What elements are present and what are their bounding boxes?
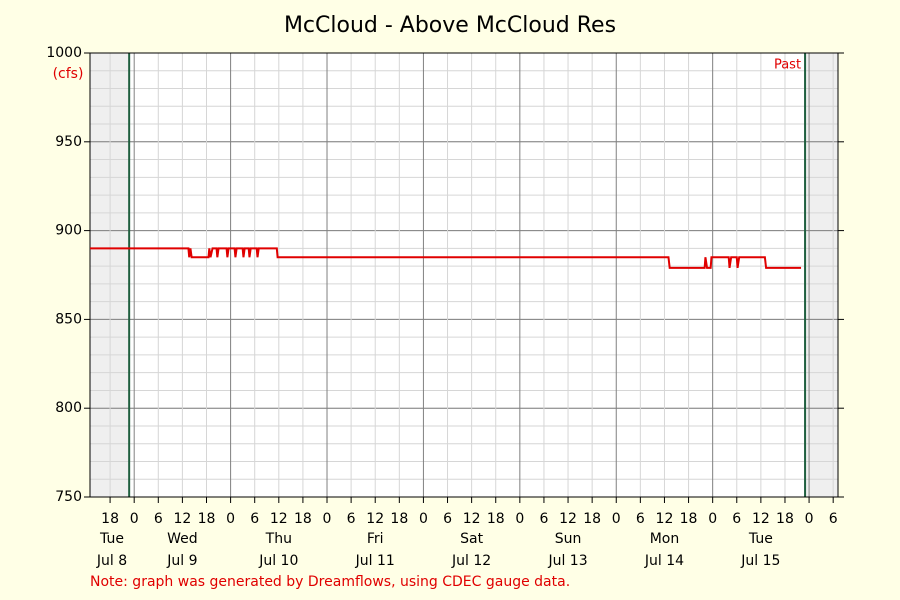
x-tick-label: 0 xyxy=(805,511,814,527)
x-tick-label: 12 xyxy=(559,511,577,527)
day-weekday: Sun xyxy=(555,531,582,547)
day-date: Jul 14 xyxy=(644,553,684,569)
x-tick-label: 18 xyxy=(101,511,119,527)
x-tick-label: 18 xyxy=(680,511,698,527)
day-weekday: Tue xyxy=(748,531,773,547)
x-tick-label: 6 xyxy=(636,511,645,527)
y-tick-label: 900 xyxy=(55,223,82,239)
x-tick-label: 0 xyxy=(130,511,139,527)
y-tick-label: 950 xyxy=(55,134,82,150)
x-tick-label: 18 xyxy=(487,511,505,527)
y-tick-label: 1000 xyxy=(46,45,82,61)
x-tick-label: 18 xyxy=(390,511,408,527)
x-tick-label: 6 xyxy=(539,511,548,527)
shaded-region xyxy=(805,53,838,497)
x-tick-label: 12 xyxy=(463,511,481,527)
plot-frame xyxy=(89,52,839,498)
x-tick-label: 12 xyxy=(752,511,770,527)
x-tick-label: 18 xyxy=(583,511,601,527)
line-series xyxy=(90,247,802,269)
x-tick-label: 0 xyxy=(419,511,428,527)
x-tick-label: 6 xyxy=(154,511,163,527)
x-tick-label: 12 xyxy=(656,511,674,527)
day-date: Jul 11 xyxy=(355,553,395,569)
y-tick-label: 850 xyxy=(55,311,82,327)
day-date: Jul 10 xyxy=(258,553,298,569)
x-tick-label: 0 xyxy=(708,511,717,527)
day-date: Jul 13 xyxy=(547,553,587,569)
day-weekday: Tue xyxy=(99,531,124,547)
day-weekday: Fri xyxy=(367,531,384,547)
day-weekday: Thu xyxy=(265,531,292,547)
day-date: Jul 15 xyxy=(740,553,780,569)
day-date: Jul 9 xyxy=(166,553,197,569)
x-tick-label: 12 xyxy=(270,511,288,527)
shaded-region xyxy=(90,53,130,497)
day-date: Jul 12 xyxy=(451,553,491,569)
note: Note: graph was generated by Dreamflows,… xyxy=(90,574,570,590)
day-weekday: Sat xyxy=(460,531,483,547)
chart-title: McCloud - Above McCloud Res xyxy=(284,13,616,38)
x-tick-label: 6 xyxy=(443,511,452,527)
plot-area xyxy=(90,53,838,497)
x-tick-label: 18 xyxy=(198,511,216,527)
x-tick-label: 6 xyxy=(829,511,838,527)
x-tick-label: 6 xyxy=(250,511,259,527)
x-tick-label: 0 xyxy=(612,511,621,527)
day-weekday: Wed xyxy=(167,531,198,547)
y-tick-label: 800 xyxy=(55,400,82,416)
day-weekday: Mon xyxy=(650,531,680,547)
x-tick-label: 12 xyxy=(366,511,384,527)
x-tick-label: 0 xyxy=(226,511,235,527)
y-tick-label: 750 xyxy=(55,489,82,505)
x-tick-label: 18 xyxy=(294,511,312,527)
annotation: Past xyxy=(774,58,801,73)
x-tick-label: 18 xyxy=(776,511,794,527)
x-tick-label: 6 xyxy=(347,511,356,527)
x-tick-label: 6 xyxy=(732,511,741,527)
x-tick-label: 0 xyxy=(515,511,524,527)
day-date: Jul 8 xyxy=(96,553,127,569)
x-tick-label: 0 xyxy=(323,511,332,527)
y-unit: (cfs) xyxy=(53,66,84,82)
x-tick-label: 12 xyxy=(173,511,191,527)
